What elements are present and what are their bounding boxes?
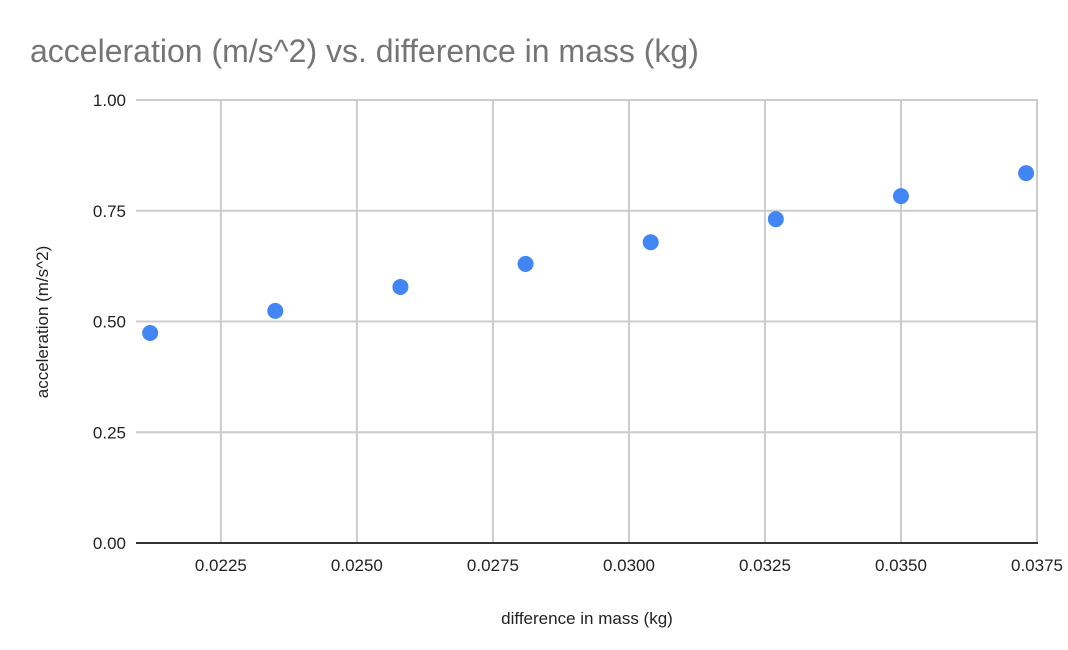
x-tick-label: 0.0375 — [1011, 556, 1063, 575]
x-axis-label: difference in mass (kg) — [501, 609, 673, 628]
y-tick-label: 1.00 — [93, 91, 126, 110]
y-tick-labels: 0.00 0.25 0.50 0.75 1.00 — [93, 91, 126, 553]
data-point — [392, 278, 409, 295]
data-point — [1018, 165, 1035, 182]
y-gridlines — [136, 99, 1038, 434]
x-tick-label: 0.0250 — [331, 556, 383, 575]
y-tick-label: 0.25 — [93, 423, 126, 442]
data-points — [142, 165, 1035, 342]
data-point — [142, 325, 159, 342]
x-tick-label: 0.0300 — [603, 556, 655, 575]
y-tick-label: 0.00 — [93, 534, 126, 553]
x-tick-label: 0.0350 — [875, 556, 927, 575]
y-tick-label: 0.75 — [93, 202, 126, 221]
x-tick-labels: 0.0225 0.0250 0.0275 0.0300 0.0325 0.0350 0.03… — [195, 556, 1063, 575]
y-axis-label: acceleration (m/s^2) — [33, 246, 52, 399]
data-point — [517, 255, 534, 272]
x-tick-label: 0.0325 — [739, 556, 791, 575]
y-tick-label: 0.50 — [93, 313, 126, 332]
x-gridlines — [219, 100, 1038, 543]
data-point — [892, 188, 909, 205]
chart-title: acceleration (m/s^2) vs. difference in m… — [30, 33, 699, 69]
data-point — [642, 234, 659, 251]
data-point — [767, 211, 784, 228]
data-point — [267, 302, 284, 319]
x-tick-label: 0.0225 — [195, 556, 247, 575]
x-tick-label: 0.0275 — [467, 556, 519, 575]
